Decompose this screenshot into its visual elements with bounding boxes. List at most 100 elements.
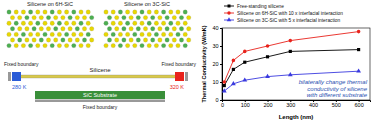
atom — [7, 32, 11, 36]
atom — [179, 27, 183, 31]
x-tick: 600 — [355, 100, 364, 108]
legend-marker — [227, 17, 232, 21]
atom — [36, 43, 40, 47]
atom — [176, 32, 180, 36]
atom — [129, 27, 133, 31]
atom — [136, 15, 140, 19]
atom — [90, 27, 94, 31]
annotation-text: bilaterally change thermal — [299, 79, 368, 85]
figure: Silicene on 6H-SiCSilicene on 3C-SiCFixe… — [0, 0, 377, 126]
atom — [125, 43, 129, 47]
legend-item: Silicene on 3C-SiC with 5 x interfacial … — [224, 17, 341, 22]
y-tick-label: 40 — [212, 25, 218, 31]
atom — [43, 10, 47, 14]
atom — [90, 38, 94, 42]
atom — [18, 27, 22, 31]
atom — [75, 38, 79, 42]
atom — [176, 21, 180, 25]
atom — [143, 15, 147, 19]
atom — [151, 15, 155, 19]
layer-label: Silicene — [89, 67, 111, 73]
atom — [86, 21, 90, 25]
atom — [86, 10, 90, 14]
atom — [25, 15, 29, 19]
atom — [79, 21, 83, 25]
atom — [14, 32, 18, 36]
atom — [21, 32, 25, 36]
x-tick: 0 — [221, 100, 224, 108]
atom — [54, 27, 58, 31]
temperature-label: 320 K — [170, 84, 185, 90]
x-tick-label: 400 — [309, 102, 318, 108]
atom — [107, 27, 111, 31]
atom — [86, 43, 90, 47]
atom — [111, 32, 115, 36]
atom — [179, 38, 183, 42]
atom — [18, 38, 22, 42]
data-point — [231, 81, 236, 85]
data-point — [232, 68, 235, 71]
atom — [28, 32, 32, 36]
atom — [147, 10, 151, 14]
atom — [169, 10, 173, 14]
y-tick: 30 — [212, 43, 222, 49]
atom — [158, 27, 162, 31]
x-tick-label: 600 — [355, 102, 364, 108]
atom — [165, 15, 169, 19]
atom — [169, 21, 173, 25]
atom — [82, 27, 86, 31]
y-tick-mark — [220, 64, 222, 65]
atom — [183, 43, 187, 47]
atom — [183, 10, 187, 14]
atom — [61, 15, 65, 19]
atom — [32, 15, 36, 19]
atom — [14, 10, 18, 14]
atom — [122, 38, 126, 42]
atom — [36, 32, 40, 36]
atom — [61, 27, 65, 31]
legend-line — [224, 6, 234, 7]
atom — [36, 10, 40, 14]
atom — [25, 27, 29, 31]
atom-panel: Silicene on 6H-SiC — [7, 1, 94, 48]
atom — [50, 32, 54, 36]
atom — [57, 21, 61, 25]
panel-title: Silicene on 6H-SiC — [27, 1, 73, 7]
boundary-label: Fixed boundary — [162, 61, 197, 67]
atom — [43, 21, 47, 25]
atom — [154, 21, 158, 25]
setup-diagram: Fixed boundaryFixed boundarySilicene280 … — [4, 61, 196, 110]
atom — [7, 43, 11, 47]
fixed-boundary — [8, 72, 11, 81]
atom — [140, 32, 144, 36]
x-tick-label: 0 — [221, 102, 224, 108]
x-tick: 200 — [263, 100, 272, 108]
atom — [179, 15, 183, 19]
y-axis-title: Thermal Conductivity (W/mK) — [201, 25, 207, 102]
data-point — [266, 44, 270, 48]
legend-label: Silicene on 6H-SiC with 10 x interfacial… — [237, 11, 343, 16]
legend-item: Silicene on 6H-SiC with 10 x interfacial… — [224, 11, 343, 16]
atom — [111, 10, 115, 14]
atom — [125, 21, 129, 25]
atom — [187, 15, 191, 19]
atom — [115, 27, 119, 31]
data-point — [288, 72, 293, 76]
atom — [129, 38, 133, 42]
y-tick-label: 10 — [212, 79, 218, 85]
atom — [21, 21, 25, 25]
y-tick: 0 — [215, 97, 222, 103]
atom — [64, 43, 68, 47]
atom — [104, 10, 108, 14]
atom — [122, 15, 126, 19]
data-point — [356, 68, 361, 72]
atom — [86, 32, 90, 36]
legend-label: Silicene on 3C-SiC with 5 x interfacial … — [237, 18, 341, 23]
atom — [169, 43, 173, 47]
atom — [133, 21, 137, 25]
atom — [183, 21, 187, 25]
fixed-boundary — [185, 72, 188, 81]
atom — [28, 10, 32, 14]
plot-frame — [222, 28, 370, 100]
x-tick: 100 — [241, 100, 250, 108]
